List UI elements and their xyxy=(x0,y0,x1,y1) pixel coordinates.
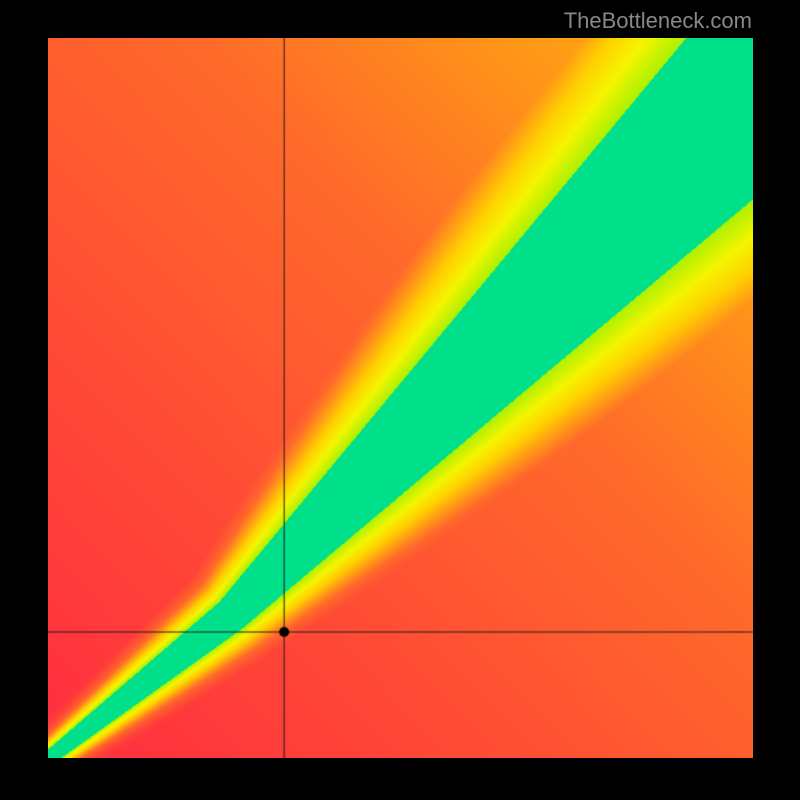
chart-container: TheBottleneck.com xyxy=(0,0,800,800)
heatmap-plot xyxy=(48,38,753,758)
heatmap-canvas xyxy=(48,38,753,758)
watermark-text: TheBottleneck.com xyxy=(564,8,752,34)
